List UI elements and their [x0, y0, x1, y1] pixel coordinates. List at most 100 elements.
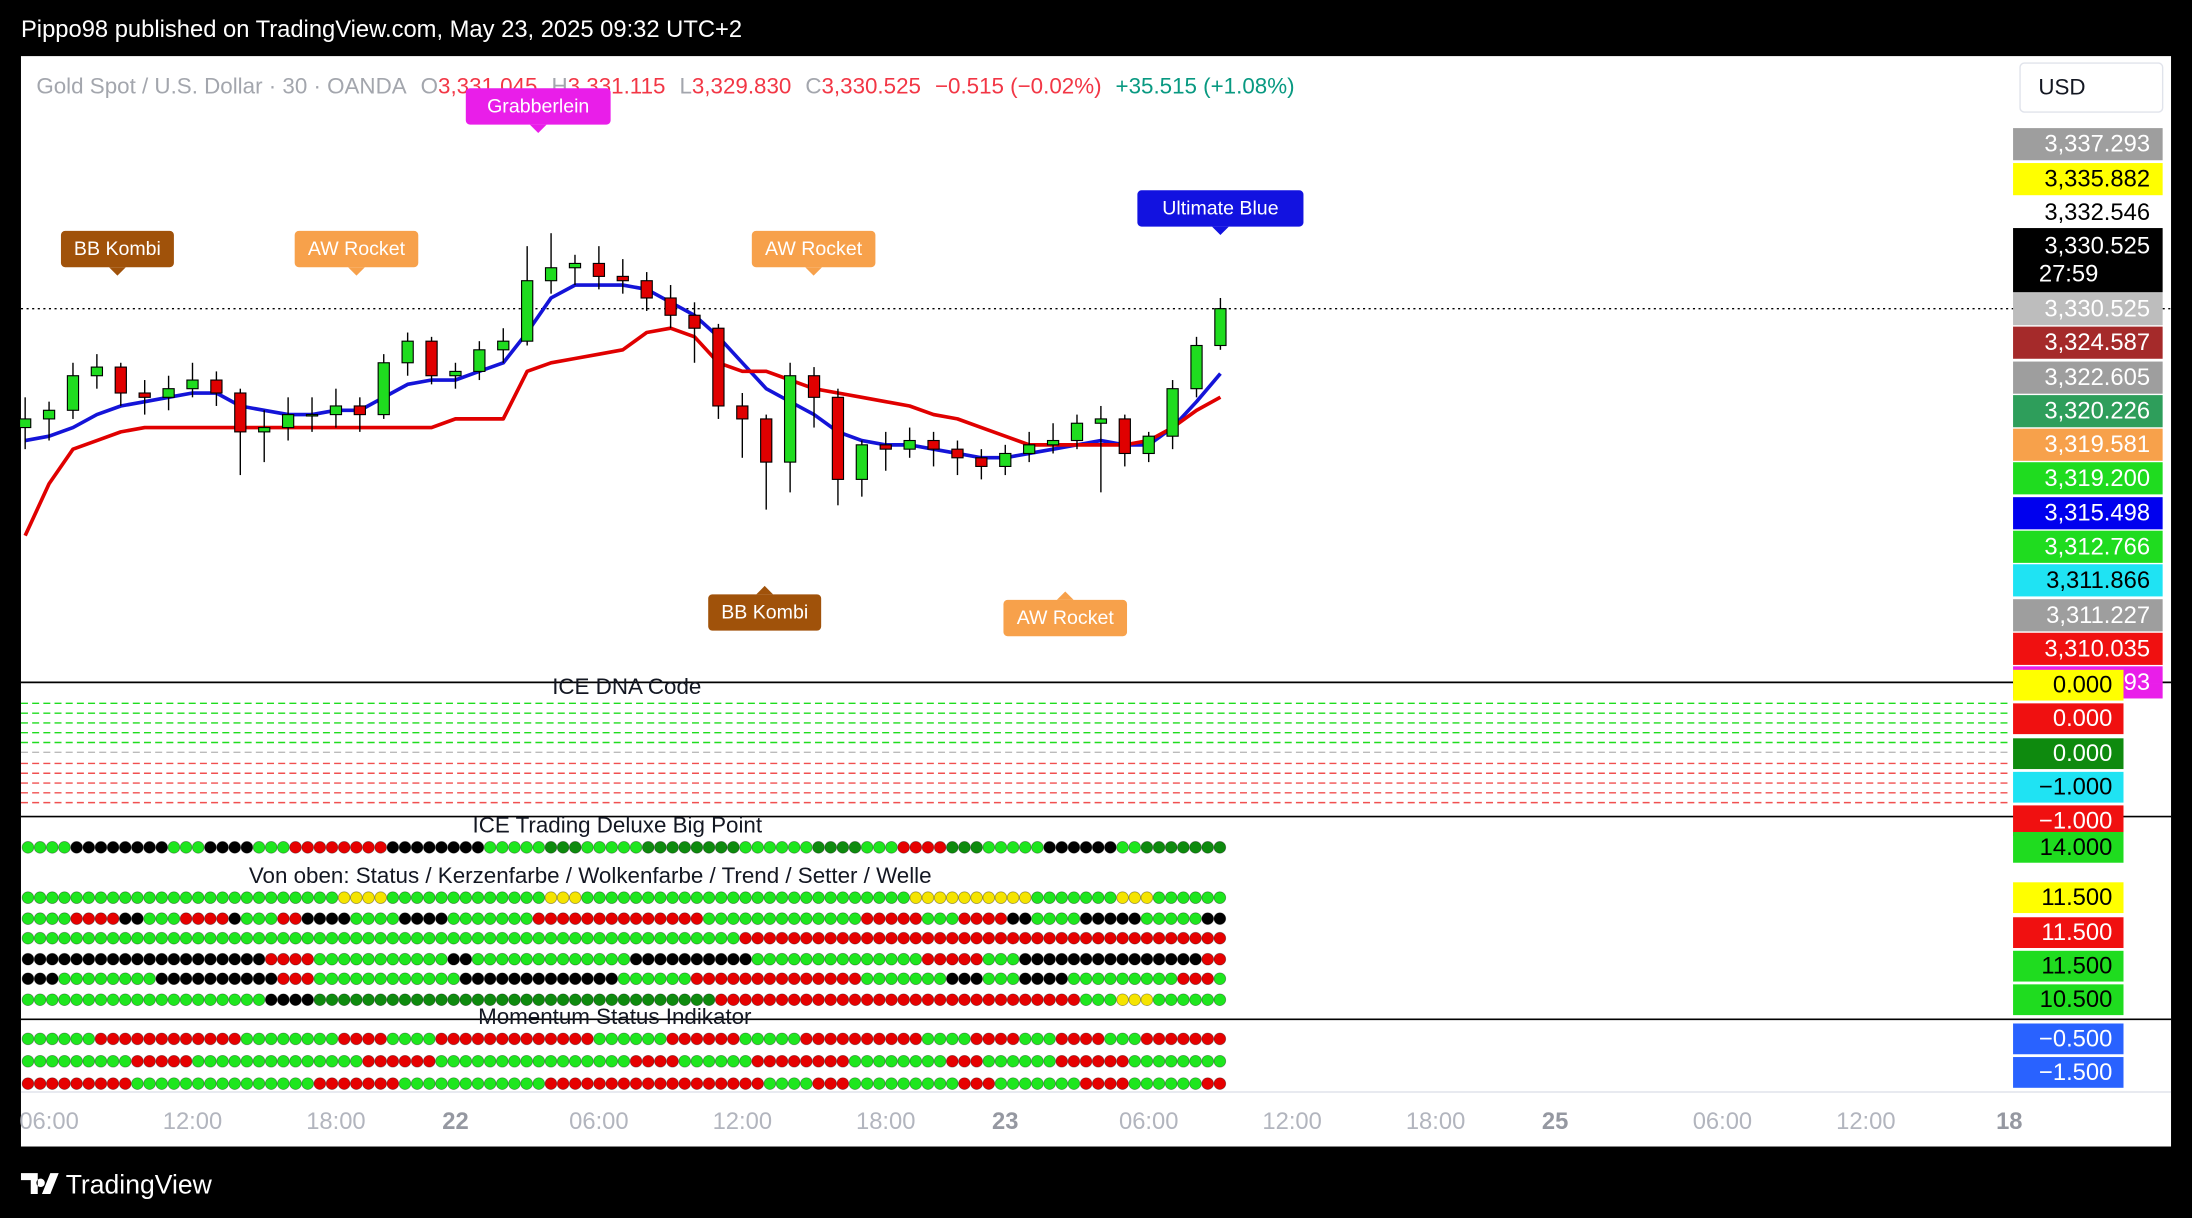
state-dot	[629, 931, 643, 945]
state-dot	[1018, 952, 1032, 966]
state-dot	[909, 972, 923, 986]
state-dot	[848, 1032, 862, 1046]
state-run	[143, 912, 181, 925]
state-dot	[544, 891, 558, 904]
candle-body	[760, 418, 773, 463]
state-run	[179, 912, 229, 925]
candle-body	[210, 379, 223, 394]
state-dot	[1104, 912, 1117, 925]
candle-body	[449, 370, 462, 377]
value-tag	[2013, 831, 2124, 863]
state-dot	[1213, 952, 1227, 966]
price-tag-label: 3,310.035	[2044, 635, 2150, 662]
state-dot	[824, 993, 837, 1007]
state-dot	[337, 1077, 351, 1090]
state-dot	[240, 952, 254, 966]
state-dot	[21, 993, 35, 1007]
state-run	[544, 841, 582, 854]
state-dot	[666, 841, 679, 854]
state-dot	[143, 1077, 156, 1090]
state-dot	[702, 891, 716, 904]
state-dot	[800, 952, 813, 966]
state-dot	[751, 841, 764, 854]
state-dot	[228, 1032, 242, 1046]
x-tick-label: 18	[1996, 1108, 2022, 1135]
state-dot	[897, 952, 910, 966]
state-run	[982, 952, 1020, 966]
state-dot	[654, 912, 667, 925]
state-dot	[860, 993, 874, 1007]
state-dot	[483, 912, 497, 925]
state-dot	[1116, 841, 1129, 854]
state-dot	[1164, 993, 1178, 1007]
state-run	[958, 1077, 996, 1090]
state-dot	[568, 912, 582, 925]
state-dot	[800, 841, 813, 854]
state-dot	[118, 1054, 132, 1068]
state-dot	[1189, 1077, 1202, 1090]
value-tag-label: −1.000	[2039, 774, 2112, 801]
state-dot	[1031, 972, 1044, 986]
state-dot	[605, 993, 619, 1007]
signal-pointer	[805, 267, 822, 276]
state-dot	[374, 993, 387, 1007]
state-dot	[909, 1077, 923, 1090]
state-dot	[994, 972, 1008, 986]
state-dot	[1055, 912, 1069, 925]
state-dot	[483, 1032, 497, 1046]
state-dot	[568, 972, 582, 986]
state-dot	[727, 972, 740, 986]
state-dot	[982, 1032, 996, 1046]
candle-body	[377, 362, 390, 416]
state-dot	[921, 1077, 935, 1090]
state-dot	[714, 841, 728, 854]
candle-body	[544, 267, 558, 282]
state-dot	[1006, 1077, 1020, 1090]
state-dot	[787, 841, 801, 854]
state-dot	[617, 1054, 631, 1068]
state-dot	[313, 891, 327, 904]
currency: USD	[2038, 74, 2085, 99]
state-dot	[350, 1054, 363, 1068]
state-dot	[58, 1077, 71, 1090]
state-dot	[824, 972, 837, 986]
state-run	[921, 912, 959, 925]
state-dot	[836, 993, 850, 1007]
pane-title: Von oben: Status / Kerzenfarbe / Wolkenf…	[249, 863, 932, 888]
state-dot	[1055, 1032, 1069, 1046]
state-dot	[909, 1032, 923, 1046]
state-dot	[739, 931, 752, 945]
state-dot	[958, 1077, 971, 1090]
state-dot	[532, 891, 546, 904]
state-dot	[1140, 1032, 1154, 1046]
state-dot	[459, 891, 473, 904]
state-run	[240, 912, 278, 925]
state-dot	[1091, 993, 1105, 1007]
state-run	[21, 1032, 96, 1046]
candle-body	[640, 280, 653, 299]
state-dot	[812, 1054, 825, 1068]
state-dot	[167, 993, 181, 1007]
state-dot	[94, 912, 108, 925]
state-dot	[423, 1077, 436, 1090]
state-dot	[1031, 912, 1044, 925]
state-dot	[1116, 931, 1129, 945]
state-dot	[1104, 1032, 1117, 1046]
state-dot	[836, 891, 850, 904]
state-dot	[581, 1054, 594, 1068]
state-dot	[1189, 1054, 1202, 1068]
state-dot	[191, 952, 205, 966]
price-tag	[2013, 163, 2163, 196]
state-dot	[763, 1077, 777, 1090]
state-dot	[1091, 952, 1105, 966]
state-dot	[337, 912, 351, 925]
state-dot	[21, 972, 35, 986]
state-dot	[179, 841, 193, 854]
state-dot	[459, 1032, 473, 1046]
signal-label: Grabberlein	[487, 95, 589, 117]
state-dot	[641, 972, 655, 986]
state-dot	[131, 912, 144, 925]
state-dot	[812, 931, 825, 945]
state-run	[70, 841, 169, 854]
